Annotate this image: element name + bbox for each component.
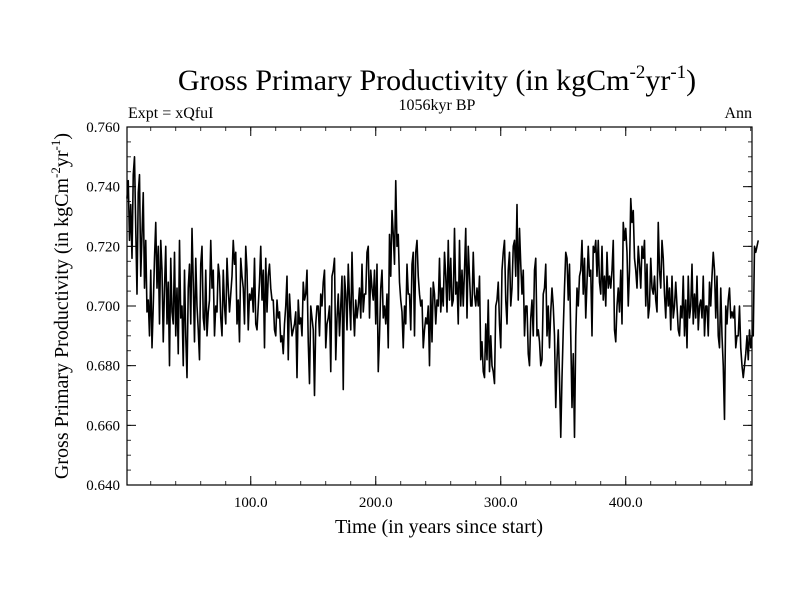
y-tick-label: 0.640 <box>86 478 120 494</box>
chart-title-end: ) <box>686 64 696 97</box>
chart-title-main: Gross Primary Productivity (in kgCm <box>178 64 630 97</box>
y-axis-label-sup2: -1 <box>48 140 63 151</box>
y-axis-label-sup1: -2 <box>48 167 63 178</box>
subtitle-center: 1056kyr BP <box>399 97 476 114</box>
x-tick-label: 400.0 <box>609 495 643 511</box>
x-tick-label: 300.0 <box>484 495 518 511</box>
y-axis-label-main: Gross Primary Productivity (in kgCm <box>51 178 73 480</box>
chart-title-sup1: -2 <box>630 62 646 83</box>
x-tick-labels: 100.0 200.0 300.0 400.0 <box>234 495 643 511</box>
x-axis-label: Time (in years since start) <box>335 516 543 538</box>
y-axis-label-mid: yr <box>51 150 73 167</box>
y-tick-label: 0.660 <box>86 418 120 434</box>
subtitle-left: Expt = xQfuI <box>128 105 213 122</box>
y-tick-label: 0.760 <box>86 120 120 136</box>
y-tick-label: 0.680 <box>86 359 120 375</box>
y-tick-labels: 0.640 0.660 0.680 0.700 0.720 0.740 0.760 <box>86 120 120 494</box>
chart-title-mid: yr <box>645 64 670 97</box>
y-tick-label: 0.740 <box>86 180 120 196</box>
y-tick-label: 0.700 <box>86 299 120 315</box>
axis-ticks <box>127 126 752 486</box>
y-axis-label-end: ) <box>51 133 73 140</box>
chart-title: Gross Primary Productivity (in kgCm-2yr-… <box>178 62 696 97</box>
y-axis-label: Gross Primary Productivity (in kgCm-2yr-… <box>48 133 73 479</box>
gpp-series-line <box>126 156 760 439</box>
x-tick-label: 100.0 <box>234 495 268 511</box>
chart-title-sup2: -1 <box>670 62 686 83</box>
subtitle-right: Ann <box>724 105 752 122</box>
x-tick-label: 200.0 <box>359 495 393 511</box>
y-tick-label: 0.720 <box>86 239 120 255</box>
